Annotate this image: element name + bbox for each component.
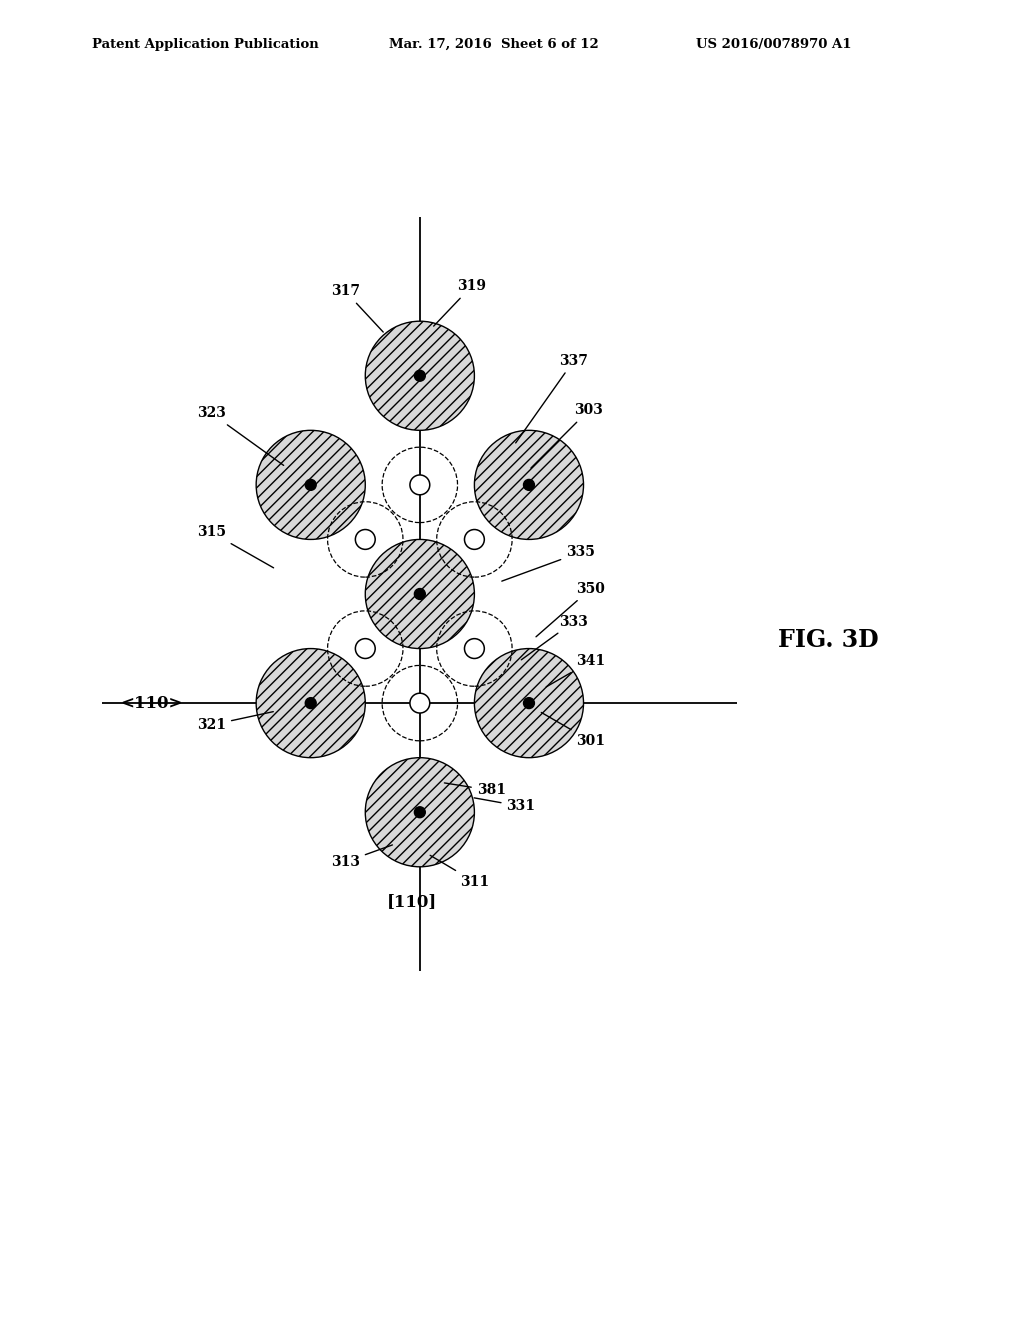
Circle shape (465, 529, 484, 549)
Circle shape (305, 479, 316, 490)
Circle shape (465, 639, 484, 659)
Text: 381: 381 (444, 783, 506, 797)
Text: 323: 323 (197, 407, 284, 466)
Text: <110>: <110> (121, 694, 183, 711)
Circle shape (523, 479, 535, 490)
Circle shape (410, 475, 430, 495)
Text: 333: 333 (521, 615, 588, 660)
Text: 341: 341 (546, 655, 605, 686)
Circle shape (366, 321, 474, 430)
Text: 303: 303 (530, 404, 603, 469)
Text: US 2016/0078970 A1: US 2016/0078970 A1 (696, 37, 852, 50)
Circle shape (366, 540, 474, 648)
Circle shape (474, 648, 584, 758)
Circle shape (415, 371, 425, 381)
Circle shape (355, 529, 375, 549)
Text: Patent Application Publication: Patent Application Publication (92, 37, 318, 50)
Circle shape (474, 430, 584, 540)
Text: 350: 350 (536, 582, 605, 636)
Text: [110]: [110] (387, 894, 437, 909)
Text: 313: 313 (331, 845, 392, 869)
Text: 301: 301 (542, 713, 605, 748)
Circle shape (410, 693, 430, 713)
Circle shape (366, 758, 474, 867)
Circle shape (523, 698, 535, 709)
Text: 317: 317 (331, 284, 383, 333)
Text: 335: 335 (502, 545, 595, 581)
Text: 315: 315 (197, 525, 273, 568)
Circle shape (256, 430, 366, 540)
Text: 319: 319 (433, 280, 486, 326)
Circle shape (415, 589, 425, 599)
Text: FIG. 3D: FIG. 3D (778, 628, 879, 652)
Text: Mar. 17, 2016  Sheet 6 of 12: Mar. 17, 2016 Sheet 6 of 12 (389, 37, 599, 50)
Circle shape (305, 698, 316, 709)
Circle shape (415, 807, 425, 817)
Text: 321: 321 (197, 711, 273, 733)
Circle shape (256, 648, 366, 758)
Text: 331: 331 (474, 797, 536, 813)
Circle shape (355, 639, 375, 659)
Text: 337: 337 (516, 354, 588, 444)
Text: 311: 311 (430, 855, 489, 888)
